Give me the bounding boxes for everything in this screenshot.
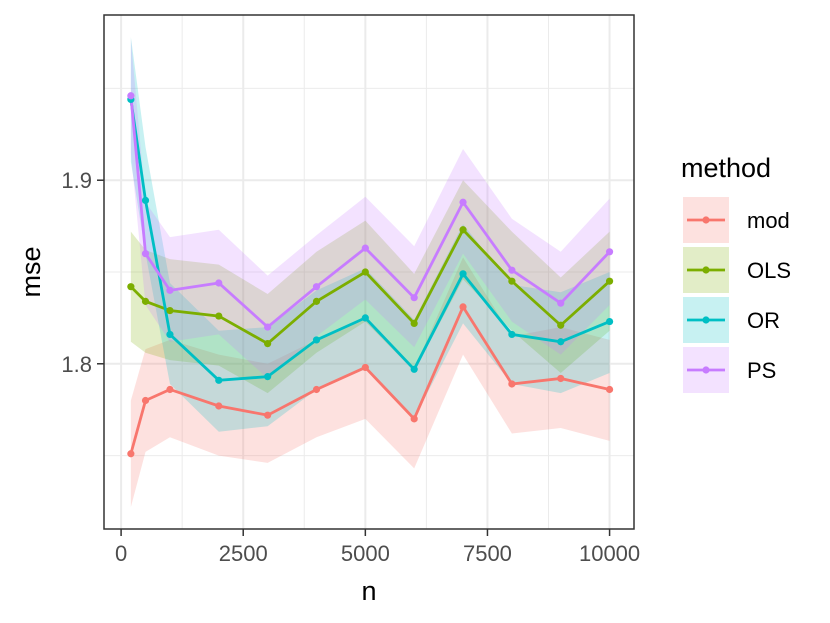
point-PS	[459, 198, 467, 206]
point-mod	[557, 374, 565, 383]
point-OR	[141, 196, 150, 205]
legend-point-OLS	[702, 266, 710, 274]
y-axis: 1.8 1.9	[61, 168, 104, 377]
legend-item-OR: OR	[683, 297, 780, 343]
point-OR	[215, 376, 223, 384]
legend-title: method	[681, 153, 771, 183]
series-points	[127, 92, 614, 458]
legend-point-mod	[702, 216, 710, 224]
point-mod	[141, 396, 150, 405]
point-OLS	[312, 297, 321, 305]
x-axis-title: n	[361, 576, 376, 606]
point-mod	[215, 402, 223, 410]
x-tick-label: 10000	[579, 541, 640, 566]
x-axis: 0 2500 5000 7500 10000	[115, 529, 640, 566]
point-PS	[312, 283, 321, 291]
point-OR	[264, 373, 272, 381]
point-OR	[605, 317, 614, 326]
legend-point-OR	[702, 316, 710, 324]
point-OLS	[215, 312, 223, 320]
point-mod	[508, 380, 516, 388]
point-OLS	[508, 277, 516, 285]
point-PS	[410, 294, 418, 302]
legend-label-OLS: OLS	[747, 258, 791, 283]
point-PS	[166, 286, 174, 294]
legend-item-OLS: OLS	[683, 247, 791, 293]
series-lines	[129, 95, 611, 455]
point-mod	[361, 363, 369, 372]
y-tick-label: 1.8	[61, 352, 92, 377]
point-mod	[410, 415, 418, 423]
point-PS	[605, 248, 614, 256]
ribbon-PS	[130, 38, 610, 379]
point-OR	[166, 330, 174, 339]
point-OR	[508, 330, 516, 339]
line-PS	[129, 95, 611, 329]
point-OLS	[410, 319, 418, 327]
plot-border	[103, 14, 635, 530]
legend-item-PS: PS	[683, 347, 776, 393]
x-tick-label: 0	[115, 541, 127, 566]
line-OR	[129, 99, 611, 382]
point-mod	[312, 385, 321, 394]
x-tick-label: 7500	[463, 541, 512, 566]
point-OLS	[166, 306, 174, 315]
ribbon-OLS	[130, 180, 610, 394]
point-OR	[459, 270, 467, 278]
ribbon-mod	[130, 257, 610, 507]
point-OR	[410, 365, 418, 373]
point-mod	[605, 385, 614, 394]
point-OR	[312, 336, 321, 344]
x-tick-label: 2500	[219, 541, 268, 566]
x-tick-label: 5000	[341, 541, 390, 566]
y-axis-title: mse	[16, 246, 46, 297]
point-OR	[361, 314, 369, 322]
legend-label-mod: mod	[747, 208, 790, 233]
point-OLS	[557, 321, 565, 329]
point-PS	[264, 323, 272, 331]
point-OLS	[361, 268, 369, 276]
point-mod	[127, 450, 135, 458]
point-mod	[459, 303, 467, 311]
legend-label-PS: PS	[747, 358, 776, 383]
point-PS	[361, 244, 369, 252]
point-PS	[215, 279, 223, 287]
point-PS	[127, 92, 135, 100]
legend: method mod OLS OR PS	[681, 153, 791, 393]
point-OLS	[141, 297, 150, 305]
point-PS	[508, 266, 516, 274]
point-PS	[557, 299, 565, 307]
point-OLS	[264, 339, 272, 348]
point-mod	[166, 385, 174, 394]
legend-label-OR: OR	[747, 308, 780, 333]
y-tick-label: 1.9	[61, 168, 92, 193]
point-OR	[557, 338, 565, 346]
legend-item-mod: mod	[683, 197, 790, 243]
point-OLS	[459, 226, 467, 234]
point-OLS	[605, 277, 614, 285]
line-mod	[129, 303, 610, 455]
legend-point-PS	[702, 366, 710, 374]
point-mod	[264, 411, 272, 419]
point-PS	[141, 250, 150, 258]
point-OLS	[127, 283, 135, 291]
